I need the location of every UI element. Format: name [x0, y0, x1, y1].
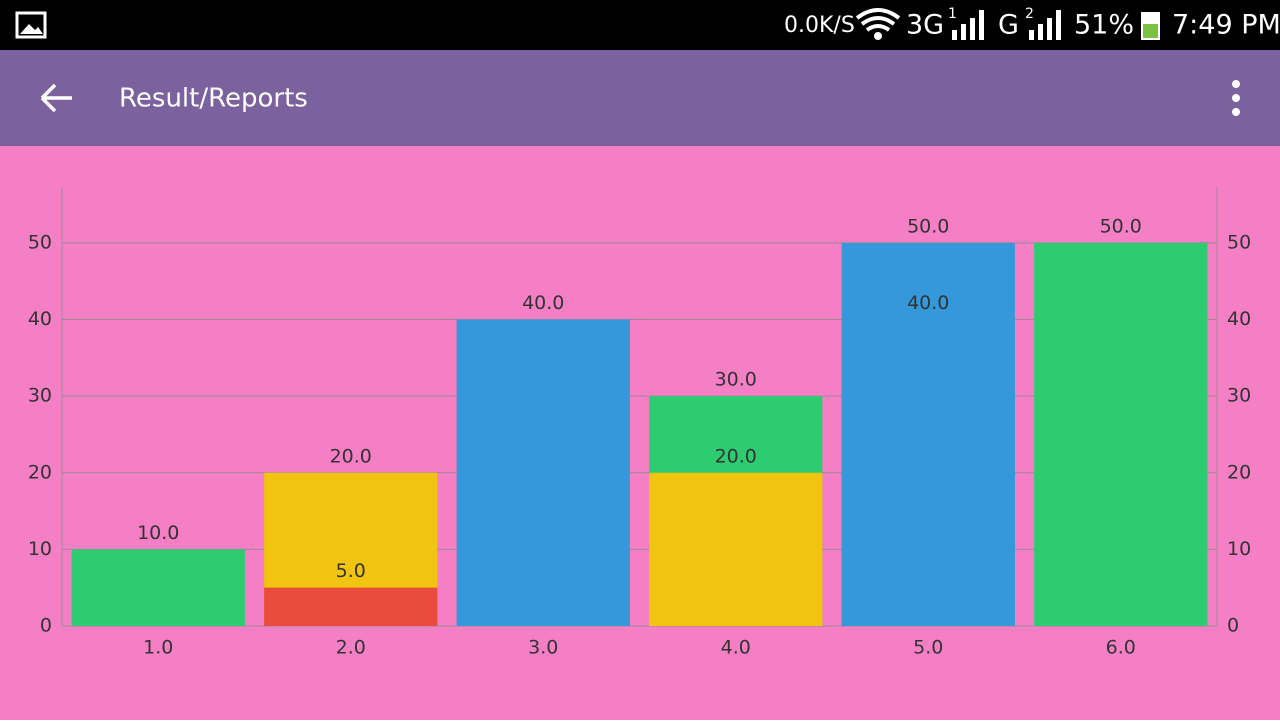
back-button[interactable] — [40, 83, 72, 113]
x-tick-label: 2.0 — [336, 637, 366, 659]
y2-tick-label: 10 — [1227, 538, 1251, 560]
bar — [456, 319, 630, 626]
network-type: G — [998, 10, 1019, 41]
wifi-icon — [855, 8, 901, 32]
network-type: 3G — [906, 10, 944, 41]
y2-tick-label: 20 — [1227, 461, 1251, 483]
y-tick-label: 30 — [28, 385, 52, 407]
bar — [841, 319, 1015, 626]
sim-number: 2 — [1025, 6, 1034, 22]
bar — [264, 587, 438, 626]
clock: 7:49 PM — [1172, 10, 1280, 41]
bar — [649, 472, 823, 626]
status-bar — [0, 0, 1280, 50]
battery-icon — [1143, 24, 1158, 38]
x-tick-label: 1.0 — [143, 637, 173, 659]
value-label: 5.0 — [336, 560, 366, 582]
value-label: 30.0 — [715, 369, 757, 391]
menu-dot — [1232, 80, 1240, 88]
wifi-icon — [874, 32, 882, 40]
y-tick-label: 40 — [28, 308, 52, 330]
y-tick-label: 50 — [28, 231, 52, 253]
value-label: 10.0 — [137, 522, 179, 544]
value-label: 20.0 — [330, 445, 372, 467]
x-tick-label: 4.0 — [721, 637, 751, 659]
value-label: 50.0 — [907, 215, 949, 237]
y2-tick-label: 50 — [1227, 231, 1251, 253]
signal-icon — [1029, 10, 1061, 40]
battery-percent: 51% — [1074, 10, 1134, 41]
value-label: 40.0 — [522, 292, 564, 314]
bar — [71, 549, 245, 626]
y-tick-label: 10 — [28, 538, 52, 560]
y2-tick-label: 0 — [1227, 615, 1239, 637]
x-tick-label: 3.0 — [528, 637, 558, 659]
bar — [1034, 242, 1208, 626]
menu-dot — [1232, 108, 1240, 116]
y2-tick-label: 30 — [1227, 385, 1251, 407]
value-label: 50.0 — [1100, 215, 1142, 237]
x-tick-label: 5.0 — [913, 637, 943, 659]
overflow-menu[interactable] — [1232, 80, 1240, 116]
signal-icon — [952, 10, 984, 40]
y-tick-label: 0 — [40, 615, 52, 637]
app-bar — [0, 50, 1280, 146]
sim-number: 1 — [948, 6, 957, 22]
gallery-icon — [15, 11, 47, 39]
x-tick-label: 6.0 — [1106, 637, 1136, 659]
net-speed: 0.0K/S — [784, 13, 855, 38]
menu-dot — [1232, 94, 1240, 102]
gallery-icon — [20, 24, 43, 34]
value-label: 20.0 — [715, 445, 757, 467]
y-tick-label: 20 — [28, 461, 52, 483]
app-bar-title: Result/Reports — [119, 84, 308, 114]
y2-tick-label: 40 — [1227, 308, 1251, 330]
value-label: 40.0 — [907, 292, 949, 314]
